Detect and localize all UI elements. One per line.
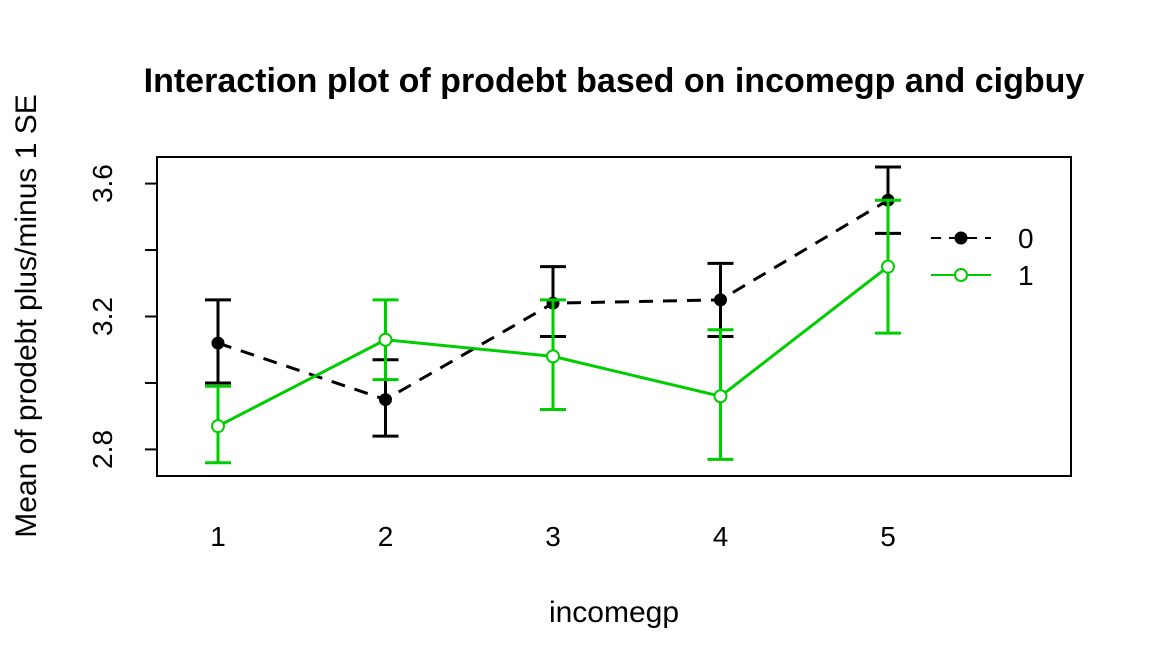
x-tick-label: 1: [210, 521, 226, 552]
data-point: [378, 332, 393, 347]
y-axis-title: Mean of prodebt plus/minus 1 SE: [10, 94, 43, 538]
data-point: [379, 393, 392, 407]
y-tick-label: 2.8: [87, 430, 118, 469]
x-tick-label: 5: [880, 521, 896, 552]
data-point: [211, 419, 225, 434]
legend-marker: [954, 231, 968, 245]
data-point: [714, 293, 727, 307]
data-point: [546, 349, 560, 364]
y-axis: 2.8 3.2 3.6: [87, 164, 157, 469]
x-axis-title: incomegp: [549, 596, 679, 629]
series-layer: [205, 165, 901, 465]
y-tick-label: 3.2: [87, 297, 118, 336]
data-point: [713, 389, 728, 404]
plot-frame: [156, 156, 1072, 477]
legend: 01: [931, 223, 1034, 291]
legend-marker: [954, 268, 968, 282]
data-point: [881, 259, 895, 274]
series-1: [205, 198, 901, 465]
x-tick-label: 4: [713, 521, 729, 552]
x-tick-label: 2: [378, 521, 394, 552]
chart-title: Interaction plot of prodebt based on inc…: [144, 62, 1085, 100]
data-point: [211, 336, 225, 350]
legend-label: 1: [1018, 260, 1034, 291]
y-tick-label: 3.6: [87, 164, 118, 203]
x-tick-label: 3: [545, 521, 561, 552]
legend-label: 0: [1018, 223, 1034, 254]
x-axis: 1 2 3 4 5: [210, 521, 896, 552]
